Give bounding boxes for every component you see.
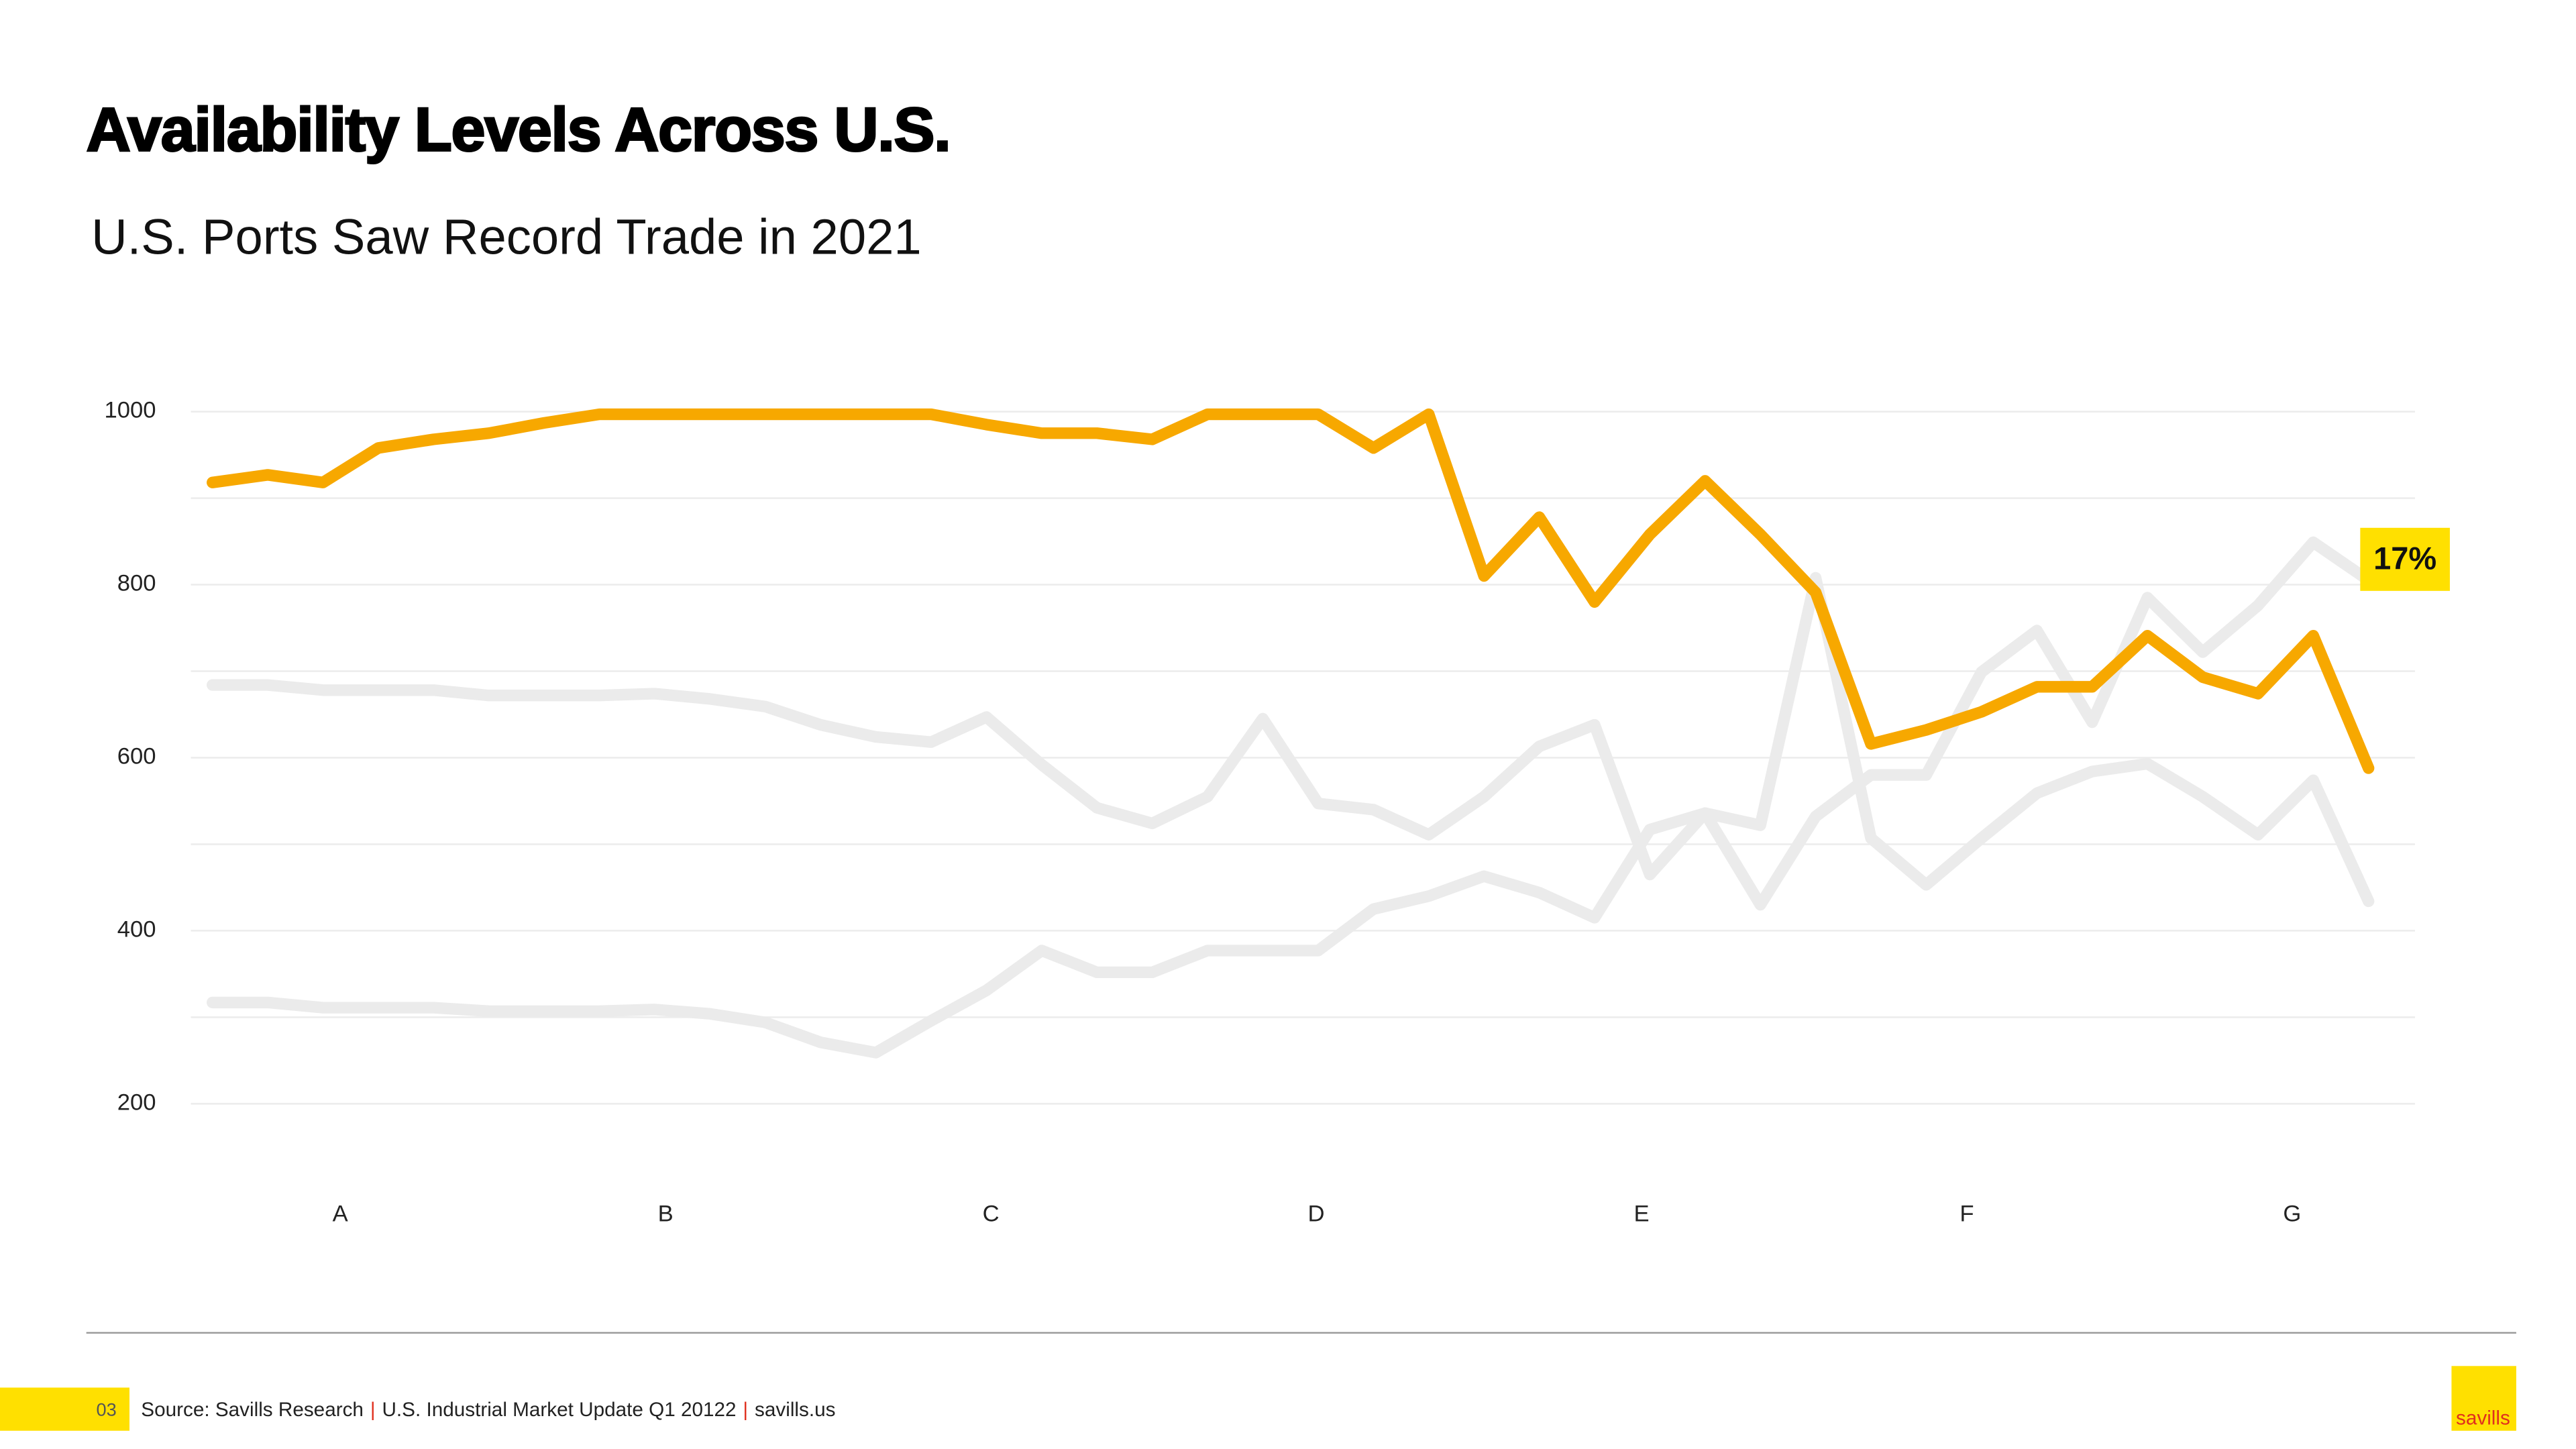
series-line: [207, 572, 2375, 908]
x-tick-label: A: [333, 1201, 349, 1226]
x-tick-label: B: [658, 1201, 674, 1226]
logo-box: [2451, 1366, 2516, 1431]
page-box: [0, 1387, 129, 1431]
site: savills.us: [755, 1399, 835, 1421]
source: Source: Savills Research: [141, 1399, 364, 1421]
y-tick-label: 1000: [105, 398, 156, 423]
y-tick-label: 400: [117, 917, 156, 943]
annotation-box: [2360, 527, 2450, 591]
page-number: 03: [97, 1399, 117, 1419]
chart-subtitle: U.S. Ports Saw Record Trade in 2021: [91, 209, 922, 264]
x-tick-label: D: [1308, 1201, 1325, 1226]
logo: savills: [2456, 1407, 2510, 1429]
annotation: 17%: [2373, 541, 2436, 576]
x-tick-label: G: [2283, 1201, 2301, 1226]
x-tick-label: C: [983, 1201, 1000, 1226]
source-text: Source: Savills Research | U.S. Industrial…: [141, 1399, 835, 1421]
chart-title: Availability Levels Across U.S.: [87, 96, 951, 164]
y-tick-label: 200: [117, 1090, 156, 1116]
x-tick-label: F: [1960, 1201, 1974, 1226]
publication: U.S. Industrial Market Update Q1 20122: [382, 1399, 736, 1421]
separator: |: [743, 1399, 748, 1421]
separator: |: [370, 1399, 376, 1421]
y-tick-label: 600: [117, 744, 156, 769]
series-line: [207, 408, 2375, 774]
x-tick-label: E: [1633, 1201, 1649, 1226]
series-line: [207, 536, 2375, 1059]
y-tick-label: 800: [117, 571, 156, 596]
